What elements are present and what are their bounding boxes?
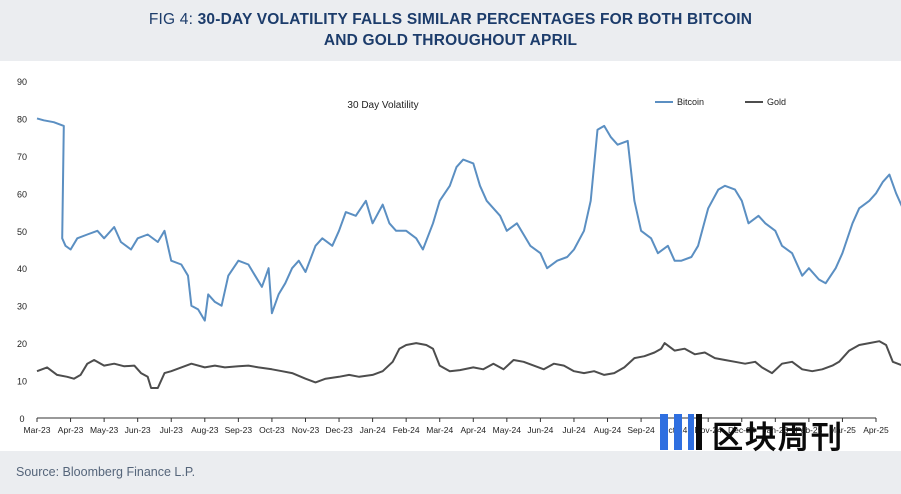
y-tick-label: 30 <box>17 302 27 312</box>
y-tick-label: 0 <box>19 414 24 424</box>
figure-title-lead: FIG 4: <box>148 11 198 28</box>
figure-title-line1: 30-DAY VOLATILITY FALLS SIMILAR PERCENTA… <box>197 11 753 28</box>
figure-title-line2: AND GOLD THROUGHOUT APRIL <box>323 32 578 49</box>
x-tick-label: Jan-24 <box>360 425 386 435</box>
y-tick-label: 50 <box>17 227 27 237</box>
watermark: 区块周刊 <box>656 408 861 456</box>
y-tick-label: 60 <box>17 189 27 199</box>
bar-logo-icon <box>660 414 702 450</box>
y-tick-label: 20 <box>17 339 27 349</box>
x-tick-label: Feb-24 <box>393 425 420 435</box>
x-tick-label: Feb-25 <box>795 425 822 435</box>
x-tick-label: Oct-23 <box>259 425 285 435</box>
x-tick-label: Jul-24 <box>562 425 585 435</box>
x-tick-label: May-24 <box>493 425 522 435</box>
x-tick-label: Sep-24 <box>627 425 655 435</box>
watermark-text: 区块周刊 <box>712 420 844 455</box>
source-note: Source: Bloomberg Finance L.P. <box>16 465 196 479</box>
x-tick-label: Aug-23 <box>191 425 219 435</box>
x-tick-label: Dec-23 <box>325 425 353 435</box>
figure-footer: Source: Bloomberg Finance L.P. <box>0 451 901 494</box>
x-tick-label: Mar-24 <box>426 425 453 435</box>
y-tick-label: 40 <box>17 264 27 274</box>
series-line-gold <box>36 340 901 389</box>
x-tick-label: Jan-25 <box>762 425 788 435</box>
y-tick-label: 90 <box>17 77 27 87</box>
x-tick-label: Jul-23 <box>160 425 183 435</box>
chart-title: 30 Day Volatility <box>347 100 418 111</box>
x-tick-label: Jun-24 <box>527 425 553 435</box>
x-tick-label: Nov-23 <box>292 425 320 435</box>
x-tick-label: Apr-24 <box>461 425 487 435</box>
x-tick-label: Aug-24 <box>594 425 622 435</box>
chart-area: 0 10 20 30 40 50 60 70 80 90 Mar-23 Apr-23 May-23 Jun… <box>0 61 901 451</box>
x-tick-label: Sep-23 <box>225 425 253 435</box>
x-tick-label: May-23 <box>90 425 119 435</box>
x-tick-label: Mar-25 <box>829 425 856 435</box>
figure-header: FIG 4: 30-DAY VOLATILITY FALLS SIMILAR P… <box>0 0 901 61</box>
figure-title: FIG 4: 30-DAY VOLATILITY FALLS SIMILAR P… <box>0 9 901 51</box>
x-tick-label: Nov-24 <box>694 425 722 435</box>
y-tick-label: 80 <box>17 114 27 124</box>
legend-label-bitcoin: Bitcoin <box>677 97 704 107</box>
x-tick-label: Mar-23 <box>24 425 51 435</box>
x-tick-label: Apr-25 <box>863 425 889 435</box>
x-tick-label: Dec-24 <box>728 425 756 435</box>
x-tick-label: Apr-23 <box>58 425 84 435</box>
series-line-bitcoin <box>36 117 901 322</box>
y-tick-label: 10 <box>17 377 27 387</box>
y-tick-label: 70 <box>17 152 27 162</box>
legend-label-gold: Gold <box>767 97 786 107</box>
volatility-chart: 0 10 20 30 40 50 60 70 80 90 Mar-23 Apr-23 May-23 Jun… <box>17 77 901 435</box>
x-tick-label: Jun-23 <box>125 425 151 435</box>
